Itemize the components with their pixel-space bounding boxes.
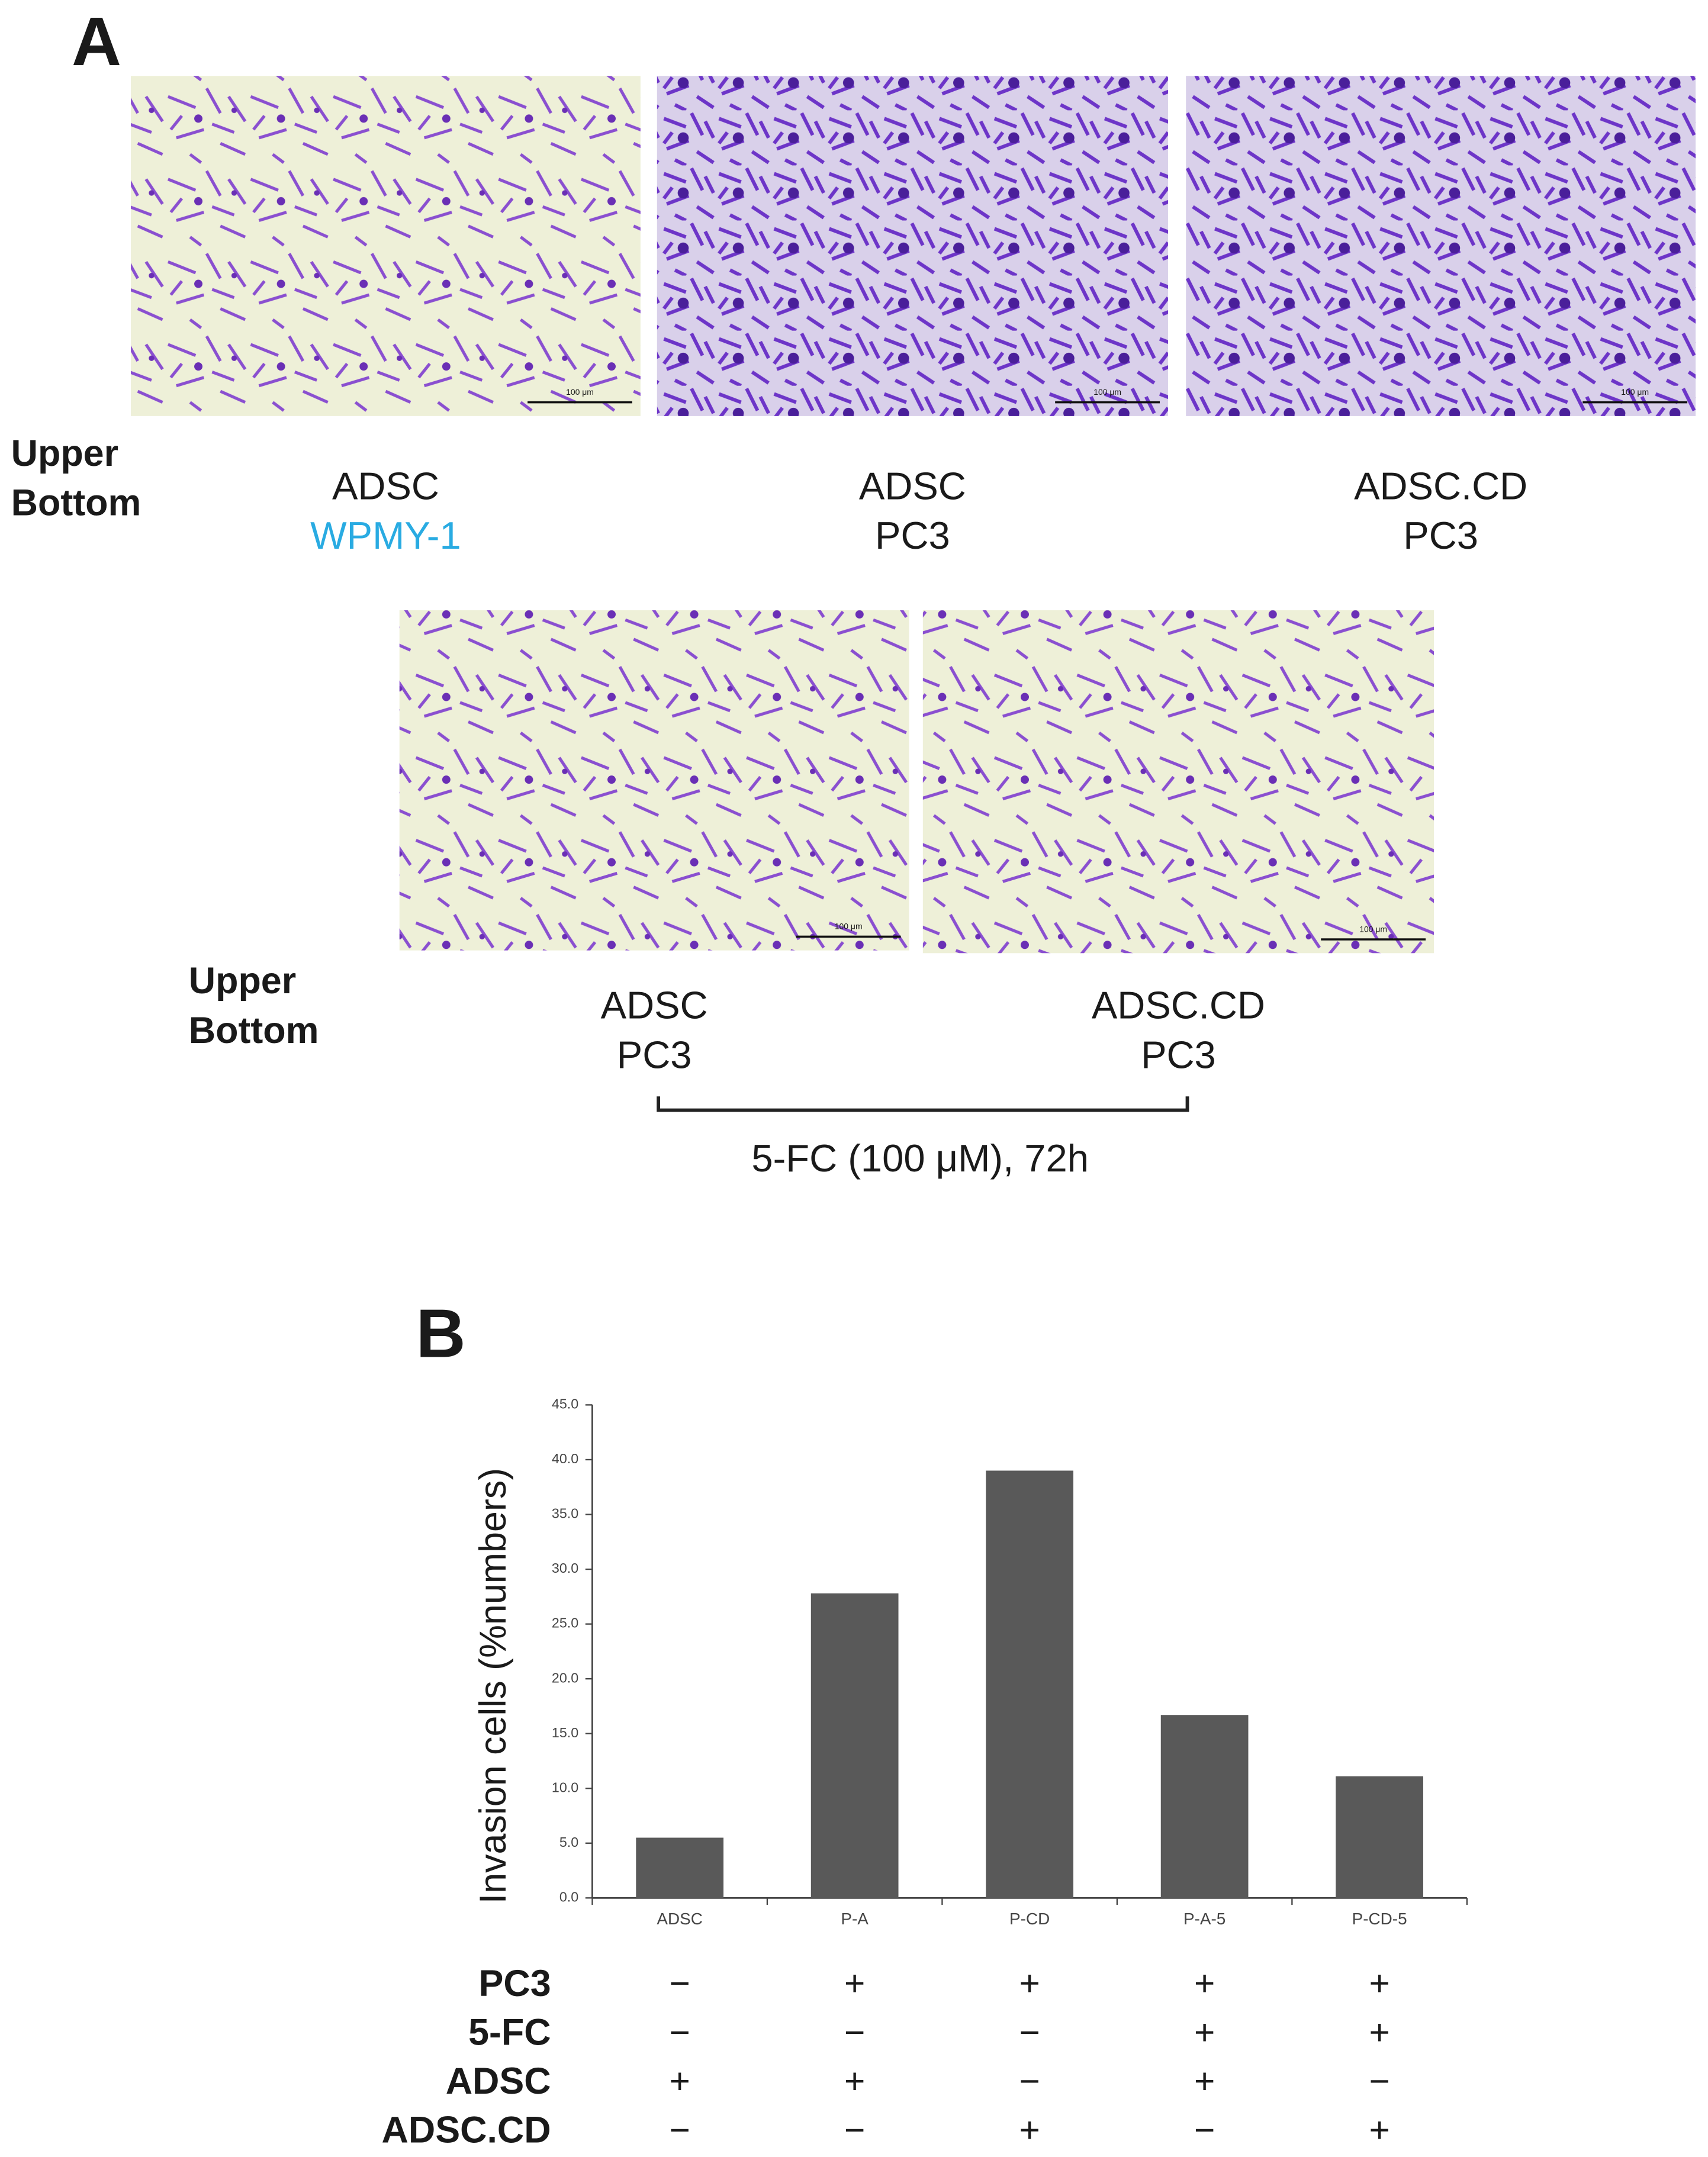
micrograph xyxy=(1186,76,1696,416)
y-tick-label: 40.0 xyxy=(552,1451,578,1466)
scale-bar-label: 100 μm xyxy=(1621,387,1649,397)
y-axis-label: Invasion cells (%numbers) xyxy=(472,1468,514,1904)
row-label: Bottom xyxy=(189,1010,319,1051)
table-cell: + xyxy=(1369,2110,1389,2150)
condition-bottom: PC3 xyxy=(617,1033,692,1076)
table-cell: − xyxy=(1194,2110,1215,2150)
y-tick-label: 30.0 xyxy=(552,1560,578,1576)
table-cell: − xyxy=(670,2012,690,2052)
y-tick-label: 35.0 xyxy=(552,1506,578,1521)
scale-bar-label: 100 μm xyxy=(1359,924,1387,933)
micrograph xyxy=(131,76,641,416)
table-cell: + xyxy=(844,2061,865,2101)
micrograph xyxy=(657,76,1168,416)
micrograph xyxy=(399,610,909,951)
row-label: Upper xyxy=(189,960,296,1002)
x-tick-label: ADSC xyxy=(657,1910,703,1928)
table-row-label: 5-FC xyxy=(468,2011,551,2053)
bracket xyxy=(657,1096,1189,1112)
row-label: Bottom xyxy=(11,482,141,524)
y-tick-label: 5.0 xyxy=(559,1834,578,1850)
micrograph xyxy=(922,610,1434,954)
condition-upper: ADSC.CD xyxy=(1092,984,1265,1027)
x-tick-label: P-CD-5 xyxy=(1352,1910,1407,1928)
x-tick-label: P-A xyxy=(841,1910,869,1928)
scale-bar-label: 100 μm xyxy=(1093,387,1121,397)
table-cell: + xyxy=(1194,2012,1215,2052)
table-cell: + xyxy=(1194,1963,1215,2003)
x-tick-label: P-CD xyxy=(1009,1910,1050,1928)
y-tick-label: 25.0 xyxy=(552,1615,578,1631)
table-cell: + xyxy=(1019,2110,1040,2150)
table-cell: − xyxy=(1019,2012,1040,2052)
table-row-label: ADSC.CD xyxy=(382,2110,551,2151)
panel-label: A xyxy=(72,3,121,80)
condition-upper: ADSC xyxy=(601,984,708,1027)
y-tick-label: 0.0 xyxy=(559,1889,578,1904)
bar xyxy=(1160,1715,1249,1898)
x-tick-label: P-A-5 xyxy=(1183,1910,1225,1928)
table-cell: + xyxy=(1369,1963,1389,2003)
table-row-label: ADSC xyxy=(446,2061,551,2102)
condition-bottom: PC3 xyxy=(1141,1033,1216,1076)
bar xyxy=(810,1593,899,1898)
treatment-label: 5-FC (100 μM), 72h xyxy=(751,1137,1089,1180)
table-cell: + xyxy=(1369,2012,1389,2052)
condition-bottom: WPMY-1 xyxy=(310,514,461,557)
scale-bar-label: 100 μm xyxy=(566,387,594,397)
bar xyxy=(636,1837,724,1898)
table-cell: − xyxy=(844,2110,865,2150)
table-cell: − xyxy=(670,2110,690,2150)
table-cell: + xyxy=(1194,2061,1215,2101)
y-tick-label: 45.0 xyxy=(552,1396,578,1412)
condition-upper: ADSC xyxy=(859,464,966,507)
y-tick-label: 10.0 xyxy=(552,1779,578,1795)
table-cell: − xyxy=(1019,2061,1040,2101)
table-cell: + xyxy=(844,1963,865,2003)
table-cell: − xyxy=(670,1963,690,2003)
table-row-label: PC3 xyxy=(478,1963,551,2004)
condition-upper: ADSC xyxy=(332,464,439,507)
table-cell: − xyxy=(1369,2061,1389,2101)
condition-bottom: PC3 xyxy=(875,514,950,557)
condition-upper: ADSC.CD xyxy=(1354,464,1527,507)
y-tick-label: 20.0 xyxy=(552,1670,578,1685)
y-tick-label: 15.0 xyxy=(552,1725,578,1740)
table-cell: − xyxy=(844,2012,865,2052)
row-label: Upper xyxy=(11,433,118,474)
panel-label: B xyxy=(416,1295,466,1372)
bar xyxy=(1336,1776,1423,1898)
table-cell: + xyxy=(1019,1963,1040,2003)
table-cell: + xyxy=(670,2061,690,2101)
bar xyxy=(986,1470,1074,1898)
scale-bar-label: 100 μm xyxy=(835,922,863,931)
condition-bottom: PC3 xyxy=(1403,514,1478,557)
